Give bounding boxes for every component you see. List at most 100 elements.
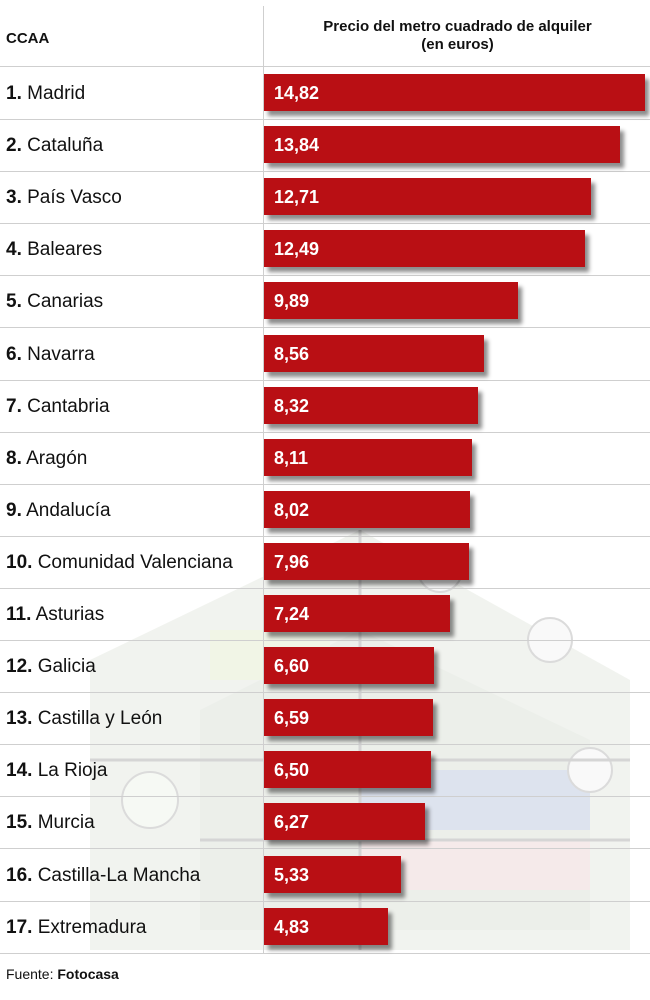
region-rank: 15. bbox=[6, 812, 33, 834]
region-label: 13. Castilla y León bbox=[6, 708, 162, 730]
region-rank: 12. bbox=[6, 656, 33, 678]
table-row: 13. Castilla y León 6,59 bbox=[0, 692, 650, 746]
region-rank: 4. bbox=[6, 239, 22, 261]
bar-value-label: 7,96 bbox=[274, 551, 310, 572]
chart-title: Precio del metro cuadrado de alquiler (e… bbox=[265, 18, 650, 54]
bar bbox=[264, 803, 425, 841]
table-row: 16. Castilla-La Mancha 5,33 bbox=[0, 849, 650, 902]
bar-value-label: 5,33 bbox=[274, 864, 310, 885]
bar bbox=[264, 386, 478, 424]
region-label: 2. Cataluña bbox=[6, 135, 103, 157]
region-rank: 3. bbox=[6, 187, 22, 209]
bar bbox=[264, 490, 470, 528]
bar-value-label: 12,71 bbox=[274, 187, 320, 208]
bar bbox=[264, 230, 585, 268]
region-name: Baleares bbox=[21, 239, 103, 261]
region-name: Murcia bbox=[32, 812, 95, 834]
bar bbox=[264, 751, 431, 789]
region-name: Madrid bbox=[21, 83, 86, 104]
region-rank: 2. bbox=[6, 135, 22, 157]
region-rank: 8. bbox=[6, 447, 22, 469]
region-label: 8. Aragón bbox=[6, 448, 87, 470]
bar bbox=[264, 74, 645, 111]
bar bbox=[264, 855, 401, 893]
region-name: Castilla y León bbox=[32, 708, 163, 730]
region-rank: 10. bbox=[6, 551, 33, 573]
region-rank: 11. bbox=[6, 604, 32, 625]
column-divider bbox=[263, 6, 264, 954]
bar-value-label: 6,50 bbox=[274, 760, 310, 781]
bar bbox=[264, 438, 472, 476]
bar bbox=[264, 595, 450, 632]
bar bbox=[264, 282, 518, 320]
bar-value-label: 8,11 bbox=[274, 447, 309, 468]
table-row: 9. Andalucía 8,02 bbox=[0, 484, 650, 537]
region-label: 1. Madrid bbox=[6, 83, 85, 105]
table-row: 6. Navarra 8,56 bbox=[0, 328, 650, 381]
region-name: Asturias bbox=[31, 604, 105, 625]
bar bbox=[264, 178, 591, 216]
region-rank: 9. bbox=[6, 499, 22, 521]
table-row: 5. Canarias 9,89 bbox=[0, 275, 650, 329]
region-name: La Rioja bbox=[32, 760, 108, 782]
region-name: Aragón bbox=[21, 447, 88, 469]
region-rank: 5. bbox=[6, 291, 22, 313]
table-row: 3. País Vasco 12,71 bbox=[0, 171, 650, 225]
bar-value-label: 8,56 bbox=[274, 343, 310, 364]
region-label: 17. Extremadura bbox=[6, 917, 146, 939]
region-rank: 13. bbox=[6, 708, 33, 730]
region-label: 10. Comunidad Valenciana bbox=[6, 552, 233, 574]
region-name: Cataluña bbox=[21, 135, 104, 157]
table-row: 4. Baleares 12,49 bbox=[0, 223, 650, 277]
bar-value-label: 6,60 bbox=[274, 656, 310, 677]
region-label: 16. Castilla-La Mancha bbox=[6, 865, 200, 887]
region-label: 7. Cantabria bbox=[6, 396, 110, 418]
source-name: Fotocasa bbox=[57, 966, 119, 982]
bar bbox=[264, 647, 434, 685]
region-label: 15. Murcia bbox=[6, 812, 95, 834]
table-row: 1. Madrid 14,82 bbox=[0, 67, 650, 120]
table-row: 10. Comunidad Valenciana 7,96 bbox=[0, 536, 650, 589]
region-rank: 1. bbox=[6, 83, 22, 104]
table-row: 15. Murcia 6,27 bbox=[0, 796, 650, 850]
bar-value-label: 7,24 bbox=[274, 604, 310, 624]
column-label-ccaa: CCAA bbox=[6, 30, 50, 47]
region-rank: 17. bbox=[6, 916, 33, 938]
table-row: 17. Extremadura 4,83 bbox=[0, 901, 650, 954]
bar bbox=[264, 907, 388, 945]
table-row: 11. Asturias 7,24 bbox=[0, 588, 650, 641]
bar-value-label: 8,02 bbox=[274, 499, 310, 520]
table-row: 7. Cantabria 8,32 bbox=[0, 380, 650, 433]
region-name: País Vasco bbox=[21, 187, 122, 209]
region-rank: 14. bbox=[6, 760, 33, 782]
source-note: Fuente: Fotocasa bbox=[6, 966, 119, 982]
bar bbox=[264, 699, 433, 737]
region-name: Andalucía bbox=[21, 499, 111, 521]
table-row: 14. La Rioja 6,50 bbox=[0, 744, 650, 798]
table-row: 2. Cataluña 13,84 bbox=[0, 119, 650, 173]
chart-title-line2: (en euros) bbox=[421, 36, 494, 53]
region-rank: 6. bbox=[6, 343, 22, 365]
bar-value-label: 6,27 bbox=[274, 812, 310, 833]
region-name: Galicia bbox=[32, 656, 96, 678]
source-prefix: Fuente: bbox=[6, 966, 54, 982]
bar bbox=[264, 334, 484, 372]
bar bbox=[264, 126, 620, 164]
bar bbox=[264, 542, 469, 580]
header-row: CCAA Precio del metro cuadrado de alquil… bbox=[0, 0, 650, 67]
region-rank: 7. bbox=[6, 395, 22, 417]
bar-value-label: 13,84 bbox=[274, 135, 320, 156]
region-label: 9. Andalucía bbox=[6, 500, 111, 522]
chart-title-line1: Precio del metro cuadrado de alquiler bbox=[323, 18, 592, 35]
region-label: 3. País Vasco bbox=[6, 187, 122, 209]
region-name: Extremadura bbox=[32, 916, 147, 938]
region-name: Castilla-La Mancha bbox=[32, 864, 201, 886]
bar-value-label: 6,59 bbox=[274, 708, 310, 729]
bar-value-label: 9,89 bbox=[274, 291, 310, 312]
table-row: 12. Galicia 6,60 bbox=[0, 640, 650, 694]
region-name: Comunidad Valenciana bbox=[32, 551, 233, 573]
region-label: 6. Navarra bbox=[6, 344, 95, 366]
region-label: 14. La Rioja bbox=[6, 760, 107, 782]
region-label: 4. Baleares bbox=[6, 239, 102, 261]
bar-value-label: 12,49 bbox=[274, 239, 320, 260]
